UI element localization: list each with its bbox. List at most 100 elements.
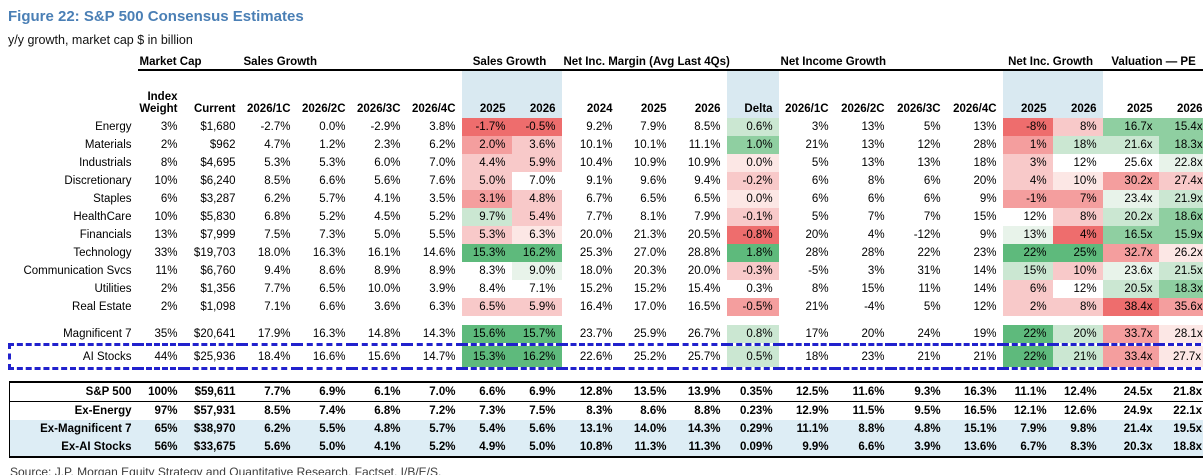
table-cell: 5.7% [406,420,462,438]
table-cell: 9% [979,193,997,205]
table-cell: 14.3% [422,328,456,340]
table-cell: 5.3% [264,157,291,169]
table-cell: 3% [1002,154,1053,172]
table-cell: 2.0% [461,136,512,154]
row-label: Energy [95,121,132,133]
table-cell: 13% [1002,226,1053,244]
table-cell: 12.9% [795,405,829,417]
table-cell: 12% [1023,211,1047,223]
table-cell: 6.3% [511,226,562,244]
table-cell: 7.6% [429,175,456,187]
table-cell: -12% [913,229,941,241]
table-cell: 6.5% [694,193,721,205]
table-cell: 2% [160,301,178,313]
table-cell: 2% [160,139,178,151]
table-cell: 5.6% [511,420,562,438]
table-cell: 21% [946,343,1003,370]
table-cell: 0.0% [726,190,779,208]
table-row: Industrials 8% $4,695 5.3% 5.3% 6.0% 7.0% 4.4% 5… [10,154,1203,172]
table-cell: 24% [917,328,941,340]
table-cell: 12% [1073,157,1097,169]
table-row: Energy 3% $1,680 -2.7% 0.0% -2.9% 3.8% -1.7% -0.… [10,118,1203,136]
table-cell: 33.4x [1102,343,1159,370]
row-label: Materials [84,139,132,151]
table-cell: 12.5% [778,381,835,402]
table-cell: 21.5x [1158,262,1203,280]
table-cell: 13% [917,157,941,169]
table-cell: 13.1% [561,420,619,438]
table-cell: 17.9% [257,328,291,340]
row-label: Staples [93,193,132,205]
column-header: Index Weight [139,91,178,115]
table-cell: 7% [923,211,941,223]
table-cell: 20.2x [1102,208,1159,226]
table-cell: 4% [1002,172,1053,190]
table-cell: 5.2% [319,211,346,223]
table-cell: 18.3x [1158,136,1203,154]
column-header: 2026/2C [841,103,885,115]
table-cell: 6.6% [461,381,512,402]
table-cell: 65% [137,420,184,438]
table-cell: 8.6% [319,265,346,277]
row-label: Technology [73,247,132,259]
column-header: 2026 [694,103,721,115]
table-cell: 28.1x [1158,325,1203,345]
table-cell: 16.7x [1102,118,1159,136]
table-cell: 14.8% [367,328,401,340]
table-cell: 20.3% [633,265,667,277]
figure-title: Figure 22: S&P 500 Consensus Estimates [8,8,304,25]
table-cell: 22.8x [1158,154,1203,172]
table-cell: 33.7x [1102,325,1159,345]
table-cell: 14% [973,283,997,295]
table-cell: -2.9% [370,121,401,133]
section-separator [10,369,1203,383]
table-cell: 35% [154,328,178,340]
table-cell: 9.4% [694,175,721,187]
table-cell: 5.3% [461,226,512,244]
table-cell: 5% [811,211,829,223]
table-cell: 6.7% [586,193,613,205]
table-cell: 8.3% [479,265,506,277]
table-cell: 8.9% [429,265,456,277]
table-cell: 15.4% [687,283,721,295]
table-cell: 11% [155,265,178,277]
table-cell: 7.0% [429,157,456,169]
table-cell: 10.1% [579,139,613,151]
table-cell: 23.6x [1102,262,1159,280]
row-label: AI Stocks [8,343,138,370]
table-cell: 6.0% [374,157,401,169]
table-cell: 8% [1052,298,1103,316]
table-cell: 10% [154,175,178,187]
corner-cell [10,70,138,118]
table-cell: 4.9% [461,438,512,458]
table-cell: $59,611 [183,381,242,402]
table-row: Materials 2% $962 4.7% 1.2% 2.3% 6.2% 2.0% 3.6% 1… [10,136,1203,154]
row-label: Real Estate [72,301,132,313]
row-label: Ex-Magnificent 7 [9,420,138,438]
table-cell: 4.8% [511,190,562,208]
row-label: Industrials [79,157,132,169]
table-cell: 5.0% [461,172,512,190]
table-cell: 10% [1052,262,1103,280]
table-cell: -5% [808,265,829,277]
table-cell: 23% [973,247,997,259]
table-cell: $4,695 [200,157,236,169]
table-cell: 8.3% [1052,438,1103,458]
table-cell: 22% [1002,343,1053,370]
table-cell: 5.2% [429,211,456,223]
table-cell: 15% [1002,262,1053,280]
table-row: AI Stocks 44% $25,936 18.4% 16.6% 15.6% 14.7% 1… [8,343,1203,370]
table-cell: -0.3% [726,262,779,280]
table-cell: 7.7% [264,283,291,295]
table-cell: 7.5% [264,229,291,241]
column-header: 2026/4C [412,103,456,115]
table-cell: 9.6% [640,175,667,187]
table-cell: 11.1% [688,139,721,151]
table-cell: 11.1% [778,420,835,438]
column-group-label: Valuation — PE [1102,54,1203,71]
table-cell: 18.3x [1158,280,1203,298]
table-cell: 8% [1052,118,1103,136]
table-cell: 25.7% [672,343,727,370]
table-cell: 1% [1002,136,1053,154]
table-cell: 7.4% [319,405,346,417]
